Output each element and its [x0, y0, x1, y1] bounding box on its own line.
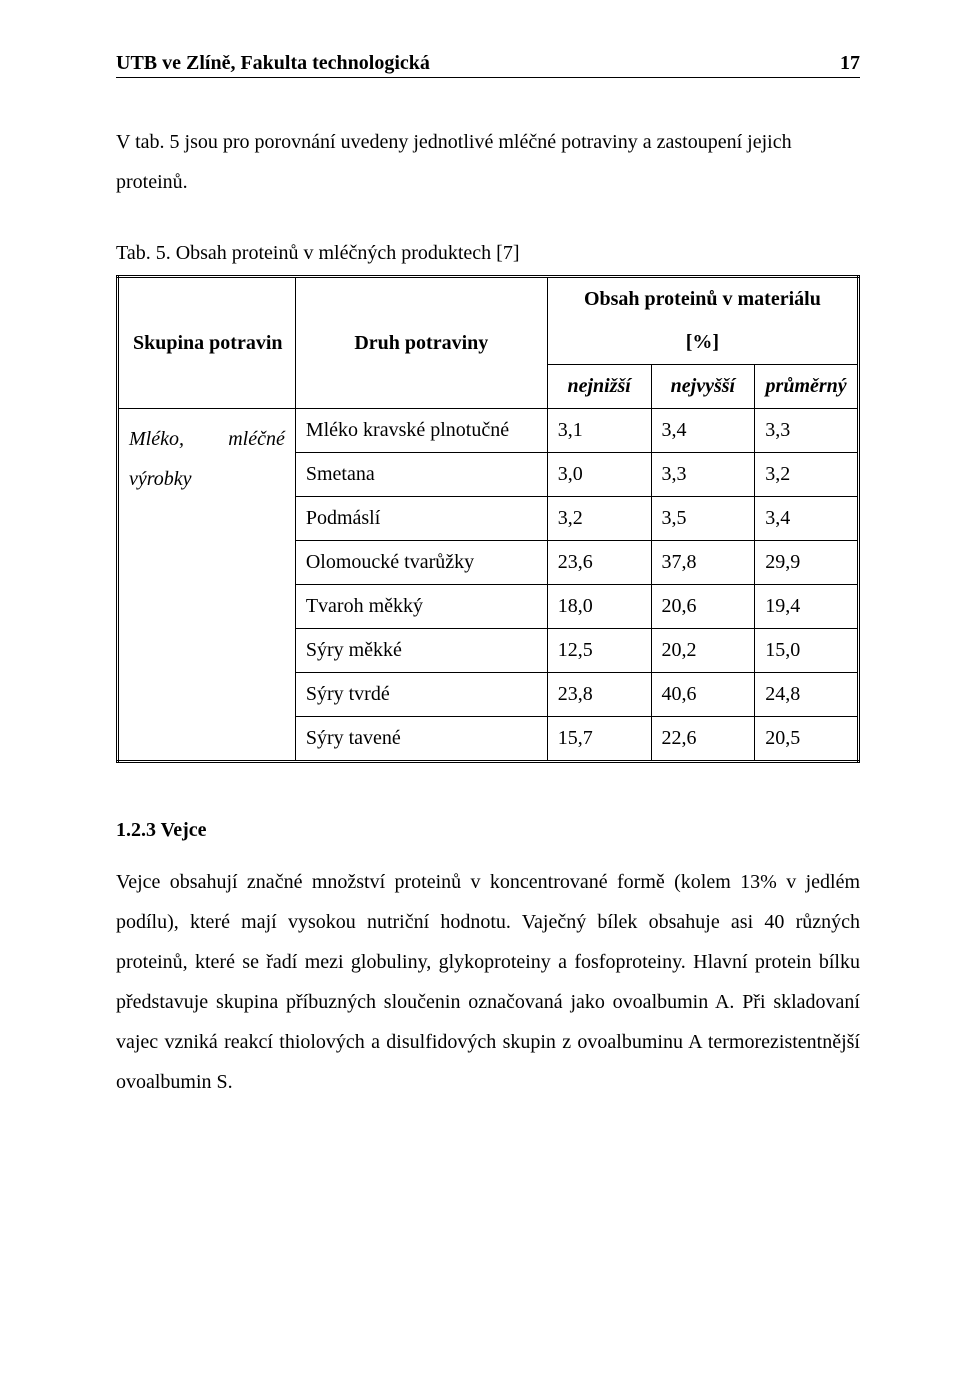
section-heading: 1.2.3 Vejce	[116, 819, 860, 842]
cell-name: Sýry tvrdé	[295, 673, 547, 717]
table-row: Mléko, mléčné výrobky Mléko kravské plno…	[118, 409, 859, 453]
th-item: Druh potraviny	[295, 277, 547, 409]
cell-v1: 3,1	[547, 409, 651, 453]
th-sub-min: nejnižší	[547, 365, 651, 409]
cell-name: Sýry měkké	[295, 629, 547, 673]
running-header: UTB ve Zlíně, Fakulta technologická 17	[116, 52, 860, 78]
th-sub-avg: průměrný	[755, 365, 859, 409]
cell-v2: 3,5	[651, 497, 755, 541]
cell-v3: 3,3	[755, 409, 859, 453]
cell-name: Smetana	[295, 453, 547, 497]
body-paragraph: Vejce obsahují značné množství proteinů …	[116, 862, 860, 1102]
page-number: 17	[840, 52, 860, 75]
page: UTB ve Zlíně, Fakulta technologická 17 V…	[0, 0, 960, 1387]
cell-v3: 15,0	[755, 629, 859, 673]
cell-v2: 3,3	[651, 453, 755, 497]
cell-v2: 20,2	[651, 629, 755, 673]
cell-v1: 12,5	[547, 629, 651, 673]
cell-name: Mléko kravské plnotučné	[295, 409, 547, 453]
cell-v1: 3,0	[547, 453, 651, 497]
cell-v3: 24,8	[755, 673, 859, 717]
intro-paragraph: V tab. 5 jsou pro porovnání uvedeny jedn…	[116, 122, 860, 202]
cell-v2: 22,6	[651, 717, 755, 762]
cell-v1: 18,0	[547, 585, 651, 629]
cell-v2: 20,6	[651, 585, 755, 629]
cell-v3: 19,4	[755, 585, 859, 629]
cell-v3: 3,2	[755, 453, 859, 497]
cell-name: Podmáslí	[295, 497, 547, 541]
cell-v3: 3,4	[755, 497, 859, 541]
cell-name: Tvaroh měkký	[295, 585, 547, 629]
th-metric-title: Obsah proteinů v materiálu	[547, 277, 858, 322]
th-metric-unit: [%]	[547, 321, 858, 365]
cell-v3: 20,5	[755, 717, 859, 762]
cell-v1: 23,8	[547, 673, 651, 717]
cell-name: Sýry tavené	[295, 717, 547, 762]
cell-v3: 29,9	[755, 541, 859, 585]
cell-v2: 37,8	[651, 541, 755, 585]
header-left: UTB ve Zlíně, Fakulta technologická	[116, 52, 430, 75]
cell-v1: 3,2	[547, 497, 651, 541]
cell-name: Olomoucké tvarůžky	[295, 541, 547, 585]
cell-v1: 15,7	[547, 717, 651, 762]
cell-v1: 23,6	[547, 541, 651, 585]
cell-v2: 40,6	[651, 673, 755, 717]
table-caption: Tab. 5. Obsah proteinů v mléčných produk…	[116, 242, 860, 265]
cell-v2: 3,4	[651, 409, 755, 453]
th-group: Skupina potravin	[118, 277, 296, 409]
th-sub-max: nejvyšší	[651, 365, 755, 409]
row-group-label: Mléko, mléčné výrobky	[118, 409, 296, 762]
protein-table: Skupina potravin Druh potraviny Obsah pr…	[116, 275, 860, 763]
